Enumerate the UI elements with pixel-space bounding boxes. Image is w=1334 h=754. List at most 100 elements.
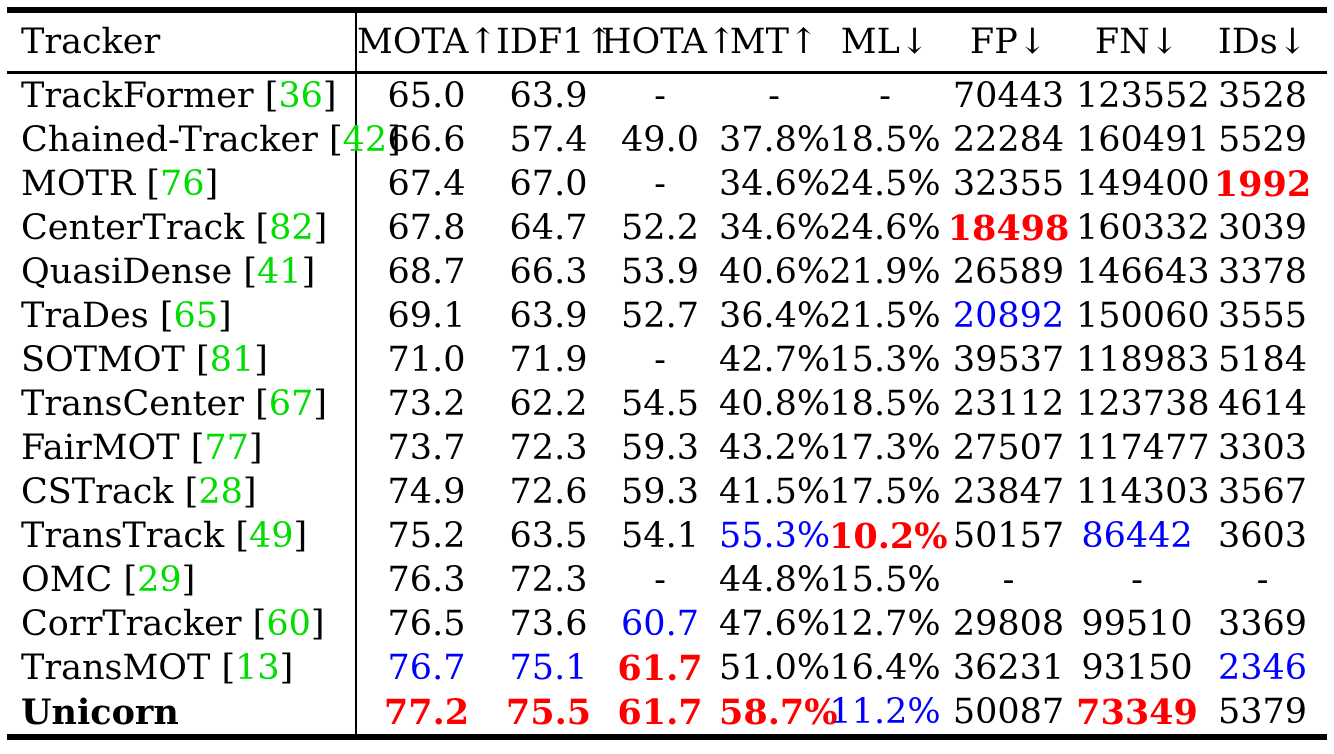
tracker-name-cell: TraDes [65]	[7, 294, 357, 338]
table-row: MOTR [76] 67.4 67.0 - 34.6% 24.5% 32355 149400 1…	[7, 162, 1327, 206]
citation-ref: 81	[209, 340, 255, 380]
cell-mt: 37.8%	[719, 120, 831, 160]
cell-hota: 60.7	[621, 604, 699, 644]
cell-idf1: 64.7	[509, 208, 588, 248]
cell-fn: 73349	[1076, 691, 1198, 733]
citation-bracket-close: ]	[248, 428, 263, 468]
cell-fn: 160332	[1076, 208, 1210, 248]
cell-idf1: 72.3	[509, 560, 588, 600]
tracker-name: QuasiDense	[21, 252, 233, 292]
cell-idf1: 62.2	[509, 384, 588, 424]
cell-ml: 17.5%	[829, 472, 941, 512]
citation-bracket-open: [	[255, 384, 269, 424]
tracker-name: OMC	[21, 560, 113, 600]
cell-idf1: 71.9	[509, 340, 588, 380]
cell-mota: 67.8	[387, 208, 466, 248]
cell-ids: 1992	[1213, 163, 1312, 205]
cell-ids: 3555	[1217, 296, 1308, 336]
table-row: FairMOT [77] 73.7 72.3 59.3 43.2% 17.3% 27507 1…	[7, 426, 1327, 470]
cell-mt: 58.7%	[719, 691, 838, 733]
citation-ref: 49	[249, 516, 294, 556]
col-header-mt: MT↑	[719, 10, 829, 74]
cell-ml: 21.9%	[829, 252, 941, 292]
citation-ref: 77	[204, 428, 249, 468]
tracker-name-cell: TransTrack [49]	[7, 514, 357, 558]
cell-hota: 53.9	[621, 252, 699, 292]
citation-ref: 67	[268, 384, 314, 424]
citation-bracket-open: [	[196, 340, 210, 380]
cell-ids: 3603	[1217, 516, 1308, 556]
cell-mota: 76.3	[387, 560, 466, 600]
cell-fn: 149400	[1076, 164, 1210, 204]
table-row: TransCenter [67] 73.2 62.2 54.5 40.8% 18.5% 23…	[7, 382, 1327, 426]
cell-mota: 65.0	[387, 76, 466, 116]
cell-idf1: 75.1	[509, 648, 588, 688]
tracker-name-cell: CenterTrack [82]	[7, 206, 357, 250]
tracker-name: TransCenter	[21, 384, 244, 424]
col-header-fn: FN↓	[1076, 10, 1198, 74]
tracker-name-cell: SOTMOT [81]	[7, 338, 357, 382]
cell-fp: 20892	[952, 296, 1065, 336]
cell-hota: 49.0	[621, 120, 699, 160]
cell-mt: 42.7%	[719, 340, 831, 380]
citation-bracket-close: ]	[313, 208, 328, 248]
citation-ref: 42	[342, 120, 388, 160]
tracker-name: CSTrack	[21, 472, 174, 512]
cell-mt: 44.8%	[719, 560, 831, 600]
tracker-name: Chained-Tracker	[21, 120, 318, 160]
cell-fp: -	[1002, 560, 1015, 600]
cell-hota: 54.5	[621, 384, 699, 424]
cell-fp: 18498	[947, 207, 1070, 249]
cell-fn: 86442	[1081, 516, 1193, 556]
cell-fp: 23112	[952, 384, 1065, 424]
table-header: Tracker MOTA↑ IDF1↑ HOTA↑ MT↑ ML↓ FP↓ FN↓ IDs↓	[7, 10, 1327, 74]
cell-fn: 123552	[1076, 76, 1210, 116]
table-row: Unicorn 77.2 75.5 61.7 58.7% 11.2% 50087 73349 5…	[7, 690, 1327, 737]
cell-mota: 75.2	[387, 516, 466, 556]
table-row: TraDes [65] 69.1 63.9 52.7 36.4% 21.5% 20892 15…	[7, 294, 1327, 338]
cell-fp: 29808	[952, 604, 1065, 644]
col-header-hota: HOTA↑	[601, 10, 736, 74]
cell-mota: 73.7	[387, 428, 466, 468]
tracker-name: TransTrack	[21, 516, 225, 556]
citation-bracket-open: [	[221, 648, 236, 688]
citation-bracket-open: [	[264, 76, 279, 116]
cell-mt: 41.5%	[719, 472, 831, 512]
cell-fn: 93150	[1081, 648, 1193, 688]
cell-idf1: 72.3	[509, 428, 588, 468]
cell-fp: 22284	[952, 120, 1065, 160]
cell-ml: 24.5%	[829, 164, 941, 204]
cell-ml: 11.2%	[829, 692, 941, 732]
cell-ids: 5529	[1217, 120, 1308, 160]
cell-fn: 123738	[1076, 384, 1210, 424]
tracker-name-cell: QuasiDense [41]	[7, 250, 357, 294]
citation-ref: 13	[235, 648, 280, 688]
tracker-name-cell: MOTR [76]	[7, 162, 357, 206]
tracker-name-cell: TransMOT [13]	[7, 646, 357, 690]
tracker-name-cell: Chained-Tracker [42]	[7, 118, 401, 162]
tracker-results-table: Tracker MOTA↑ IDF1↑ HOTA↑ MT↑ ML↓ FP↓ FN↓ IDs↓ T…	[7, 7, 1327, 740]
cell-ids: 3303	[1217, 428, 1308, 468]
cell-ml: 10.2%	[829, 515, 948, 557]
citation-bracket-open: [	[328, 120, 343, 160]
cell-fp: 36231	[952, 648, 1065, 688]
cell-mota: 77.2	[383, 691, 470, 733]
citation-bracket-close: ]	[204, 164, 219, 204]
tracker-name-cell: TrackFormer [36]	[7, 72, 357, 118]
cell-mt: 34.6%	[719, 164, 831, 204]
cell-mt: 40.8%	[719, 384, 831, 424]
cell-ml: -	[879, 76, 891, 116]
citation-bracket-close: ]	[242, 472, 257, 512]
cell-mota: 66.6	[387, 120, 466, 160]
cell-fn: 150060	[1076, 296, 1210, 336]
tracker-name: FairMOT	[21, 428, 180, 468]
cell-ids: 5184	[1217, 340, 1308, 380]
tracker-name-cell: TransCenter [67]	[7, 382, 357, 426]
cell-hota: 52.7	[621, 296, 699, 336]
col-header-mota: MOTA↑	[356, 10, 498, 74]
cell-fp: 23847	[952, 472, 1065, 512]
cell-fn: -	[1131, 560, 1143, 600]
citation-ref: 29	[137, 560, 182, 600]
cell-ids: -	[1256, 560, 1269, 600]
citation-bracket-close: ]	[293, 516, 308, 556]
